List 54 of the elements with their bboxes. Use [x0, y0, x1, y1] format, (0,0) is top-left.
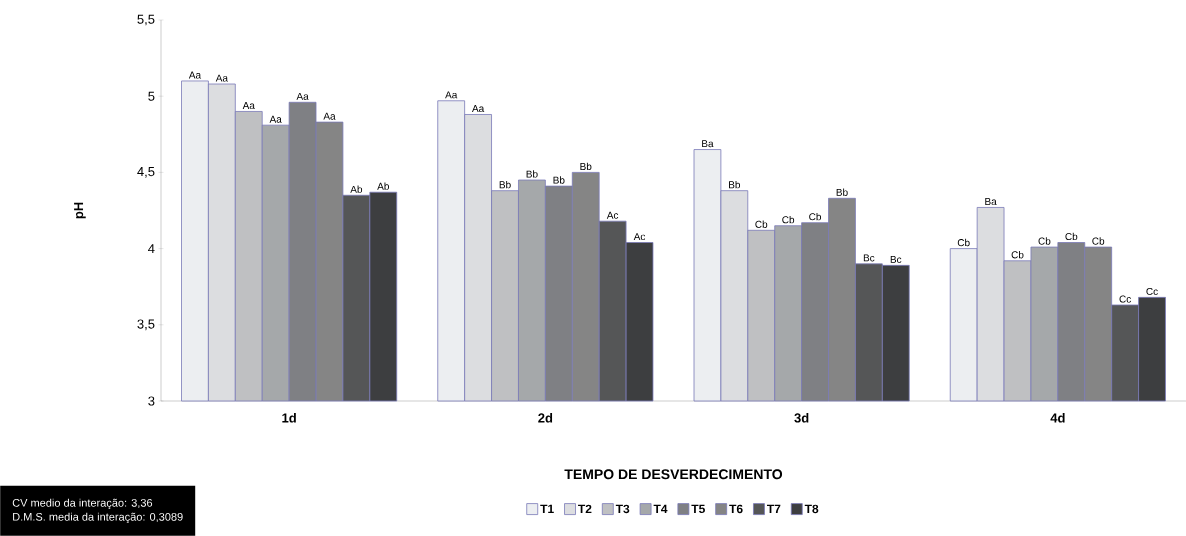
legend-label: T2 [578, 504, 592, 514]
data-label: Aa [296, 92, 309, 100]
y-tick-label: 4,5 [137, 167, 155, 178]
data-label: Aa [242, 102, 255, 110]
data-label: Cb [782, 215, 795, 224]
data-label: Aa [215, 74, 228, 82]
data-label: Bb [499, 180, 511, 189]
text: D.M.S. media da interação: 0,3089 [13, 512, 183, 523]
data-label: Bc [890, 255, 902, 263]
legend-label: T6 [729, 504, 743, 514]
data-label: Cb [1011, 251, 1024, 259]
x-tick-label: 4d [1050, 413, 1065, 423]
data-label: Bc [863, 254, 875, 262]
text: CV medio da interação: 3,36 [12, 498, 153, 509]
y-tick-label: 5,5 [137, 14, 155, 26]
data-label: Aa [188, 71, 202, 79]
data-label: Cb [1092, 237, 1105, 245]
x-axis-title: TEMPO DE DESVERDECIMENTO [564, 469, 783, 480]
data-label: Cc [1119, 295, 1131, 303]
data-label: Cb [1038, 237, 1051, 245]
data-label: Cb [755, 220, 768, 228]
data-label: Cc [1146, 287, 1158, 295]
legend-label: T4 [653, 504, 668, 513]
data-label: Ac [633, 233, 646, 241]
legend-label: T3 [615, 504, 630, 514]
data-label: Cb [809, 212, 822, 221]
data-label: Bb [553, 176, 565, 184]
data-label: Bb [836, 188, 848, 196]
legend-label: T1 [540, 504, 554, 513]
data-label: Aa [269, 115, 282, 123]
data-label: Ab [350, 185, 363, 193]
legend-label: T5 [691, 504, 705, 514]
y-tick-label: 3 [148, 396, 155, 406]
legend-label: T8 [804, 504, 819, 514]
data-label: Ba [985, 198, 997, 206]
y-tick-label: 3,5 [137, 319, 155, 331]
y-tick-label: 4 [148, 244, 155, 254]
data-label: Bb [580, 162, 592, 170]
data-label: Cb [957, 238, 970, 247]
data-label: Cb [1065, 232, 1078, 241]
x-tick-label: 3d [794, 413, 809, 423]
data-label: Bb [526, 170, 538, 178]
x-tick-label: 1d [282, 413, 296, 423]
data-label: Bb [729, 180, 741, 189]
data-label: Aa [472, 105, 485, 113]
data-label: Ac [606, 211, 619, 219]
y-tick-label: 5 [148, 91, 155, 101]
data-label: Ab [377, 182, 389, 190]
data-label: Ba [702, 140, 714, 148]
data-label: Aa [323, 112, 336, 120]
y-axis-title: pH [74, 202, 86, 219]
legend-label: T7 [767, 504, 781, 513]
data-label: Aa [445, 91, 458, 99]
x-tick-label: 2d [538, 413, 553, 423]
